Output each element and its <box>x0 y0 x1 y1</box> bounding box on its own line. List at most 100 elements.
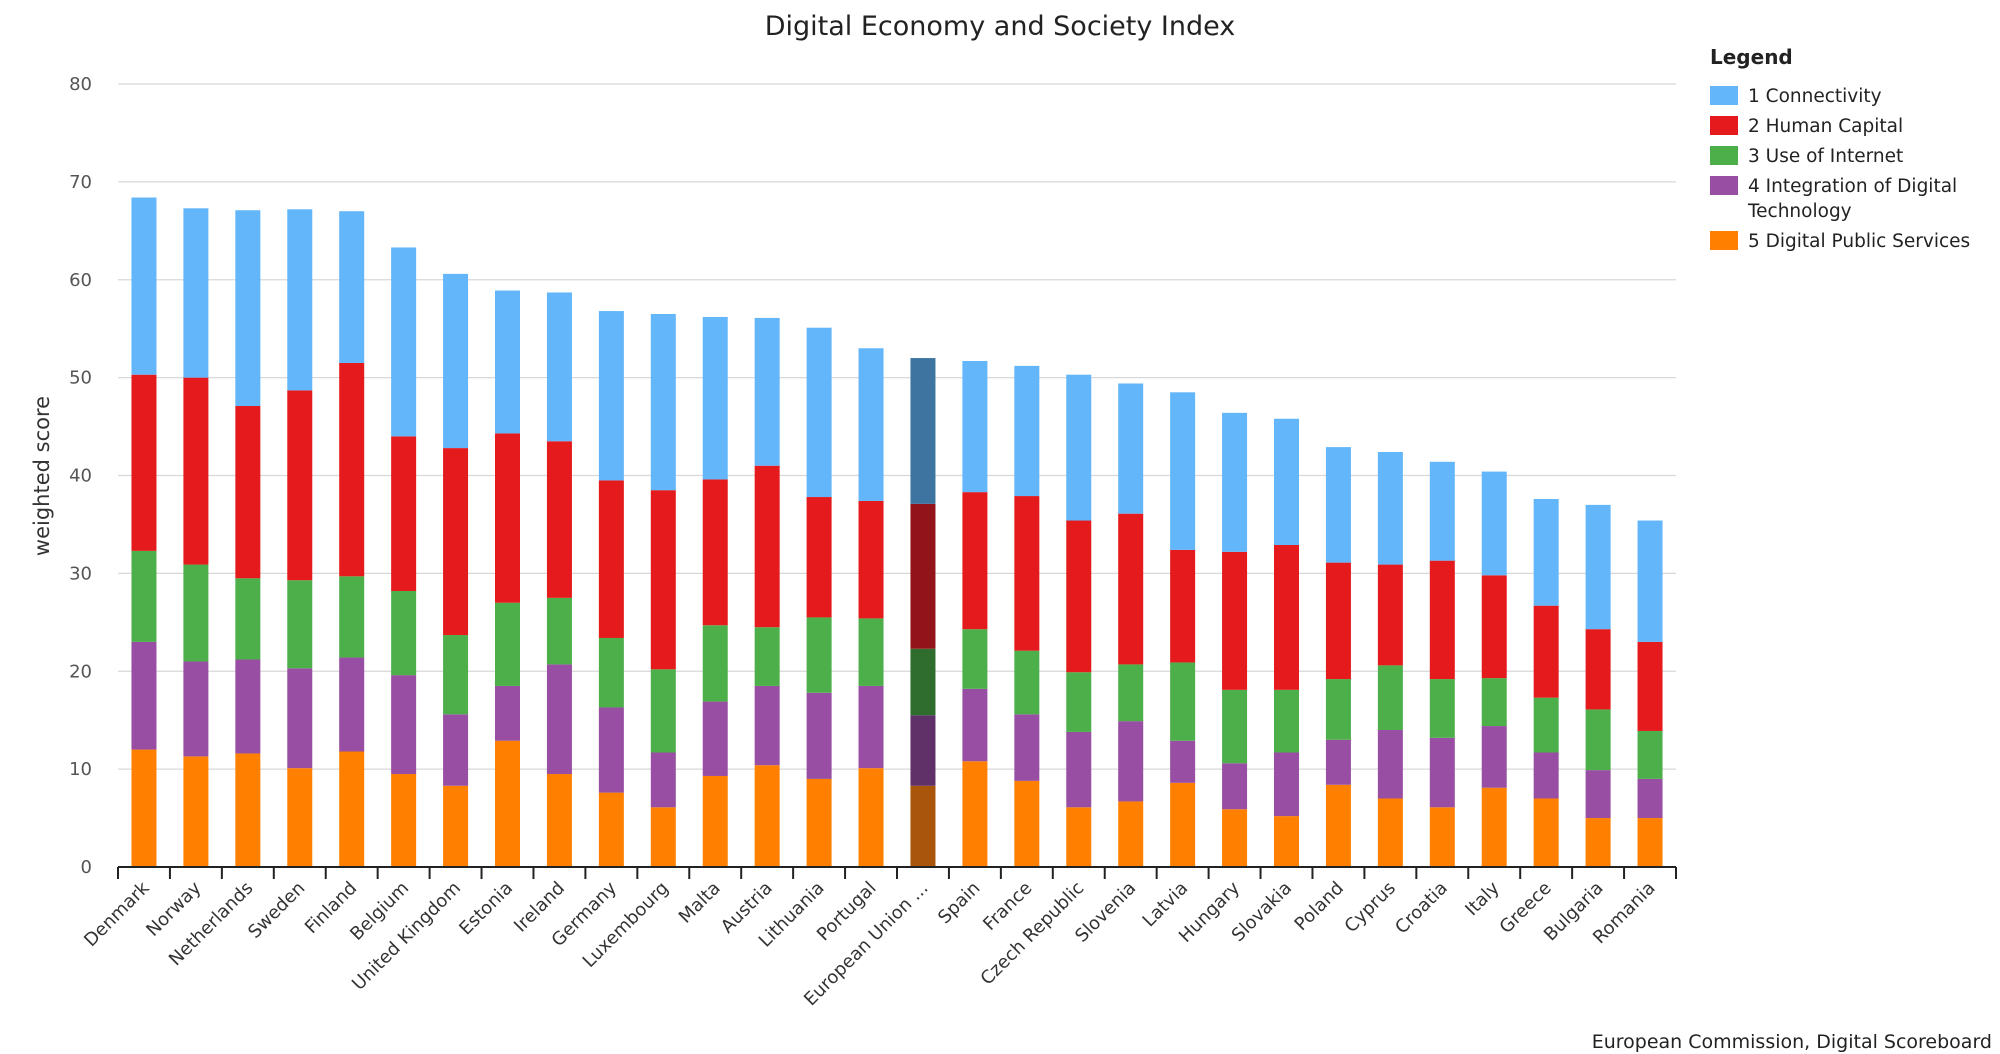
bar-segment[interactable] <box>443 714 469 786</box>
bar-segment[interactable] <box>339 751 365 867</box>
bar-segment[interactable] <box>1637 730 1663 779</box>
bar-segment[interactable] <box>1118 801 1144 867</box>
bar-segment[interactable] <box>598 311 624 481</box>
bar-segment[interactable] <box>1014 780 1040 867</box>
bar-segment[interactable] <box>1637 641 1663 731</box>
bar-segment[interactable] <box>235 406 261 579</box>
bar-segment[interactable] <box>754 465 780 628</box>
bar-segment[interactable] <box>1585 709 1611 771</box>
bar-segment[interactable] <box>131 197 157 375</box>
bar-segment[interactable] <box>495 290 520 434</box>
bar-segment[interactable] <box>391 436 417 591</box>
bar-segment[interactable] <box>131 749 157 867</box>
bar-segment[interactable] <box>702 316 728 480</box>
bar-segment[interactable] <box>287 209 313 391</box>
bar-segment[interactable] <box>702 625 728 702</box>
bar-segment[interactable] <box>1274 544 1299 690</box>
bar-segment[interactable] <box>1533 605 1559 698</box>
bar-segment[interactable] <box>131 374 157 551</box>
bar-segment[interactable] <box>806 327 832 498</box>
bar-segment[interactable] <box>598 480 624 638</box>
bar-segment[interactable] <box>1637 520 1663 642</box>
bar-segment[interactable] <box>1585 770 1611 819</box>
bar-segment[interactable] <box>754 685 780 766</box>
bar-segment[interactable] <box>1222 689 1248 764</box>
bar-segment[interactable] <box>546 441 572 598</box>
bar-segment[interactable] <box>443 635 469 715</box>
bar-segment[interactable] <box>1429 560 1455 680</box>
bar-segment[interactable] <box>1170 392 1196 550</box>
bar-segment[interactable] <box>754 765 780 867</box>
bar-segment[interactable] <box>650 807 676 867</box>
bar-segment[interactable] <box>1222 809 1248 867</box>
bar-segment[interactable] <box>806 497 832 618</box>
bar-segment[interactable] <box>1170 782 1196 867</box>
bar-segment[interactable] <box>1533 498 1559 606</box>
bar-segment[interactable] <box>1014 496 1040 651</box>
bar-segment[interactable] <box>858 618 884 686</box>
bar-segment[interactable] <box>183 377 209 565</box>
bar-segment[interactable] <box>1377 665 1403 730</box>
bar-segment[interactable] <box>754 317 780 466</box>
bar-segment[interactable] <box>1274 816 1299 867</box>
bar-segment[interactable] <box>1585 818 1611 867</box>
bar-segment[interactable] <box>754 627 780 686</box>
bar-segment[interactable] <box>495 433 520 603</box>
bar-segment[interactable] <box>287 580 313 669</box>
bar-segment[interactable] <box>235 210 261 407</box>
bar-segment[interactable] <box>546 597 572 665</box>
bar-segment[interactable] <box>1481 678 1507 727</box>
bar-segment[interactable] <box>1429 679 1455 738</box>
bar-segment[interactable] <box>1481 787 1507 867</box>
bar-segment[interactable] <box>495 602 520 686</box>
bar-segment[interactable] <box>1377 798 1403 867</box>
bar-segment[interactable] <box>546 292 572 442</box>
bar-segment[interactable] <box>1118 664 1144 722</box>
bar-segment[interactable] <box>1014 650 1040 715</box>
bar-segment[interactable] <box>858 348 884 501</box>
bar-segment[interactable] <box>1066 731 1092 808</box>
bar-segment[interactable] <box>1377 564 1403 666</box>
bar-segment[interactable] <box>1170 549 1196 663</box>
bar-segment[interactable] <box>650 314 676 491</box>
bar-segment[interactable] <box>650 752 676 808</box>
bar-segment[interactable] <box>1118 513 1144 665</box>
bar-segment[interactable] <box>910 715 936 786</box>
bar-segment[interactable] <box>443 273 469 449</box>
bar-segment[interactable] <box>391 590 417 676</box>
bar-segment[interactable] <box>391 774 417 867</box>
bar-segment[interactable] <box>1533 697 1559 753</box>
bar-segment[interactable] <box>235 578 261 660</box>
bar-segment[interactable] <box>183 661 209 757</box>
bar-segment[interactable] <box>1585 629 1611 710</box>
bar-segment[interactable] <box>910 648 936 716</box>
bar-segment[interactable] <box>443 448 469 636</box>
bar-segment[interactable] <box>235 753 261 867</box>
bar-segment[interactable] <box>910 358 936 504</box>
bar-segment[interactable] <box>1325 679 1351 740</box>
bar-segment[interactable] <box>287 668 313 769</box>
bar-segment[interactable] <box>806 778 832 867</box>
bar-segment[interactable] <box>1222 551 1248 690</box>
bar-segment[interactable] <box>1274 418 1299 545</box>
bar-segment[interactable] <box>962 360 988 493</box>
bar-segment[interactable] <box>495 685 520 741</box>
bar-segment[interactable] <box>1429 461 1455 561</box>
bar-segment[interactable] <box>598 637 624 708</box>
bar-segment[interactable] <box>910 503 936 649</box>
bar-segment[interactable] <box>1066 672 1092 732</box>
bar-segment[interactable] <box>962 629 988 689</box>
bar-segment[interactable] <box>339 657 365 752</box>
bar-segment[interactable] <box>910 785 936 867</box>
bar-segment[interactable] <box>1481 726 1507 788</box>
bar-segment[interactable] <box>339 362 365 577</box>
bar-segment[interactable] <box>339 211 365 363</box>
bar-segment[interactable] <box>806 692 832 779</box>
bar-segment[interactable] <box>806 617 832 693</box>
bar-segment[interactable] <box>1014 365 1040 497</box>
bar-segment[interactable] <box>962 688 988 762</box>
bar-segment[interactable] <box>1222 763 1248 810</box>
bar-segment[interactable] <box>1325 562 1351 680</box>
bar-segment[interactable] <box>598 707 624 793</box>
bar-segment[interactable] <box>1637 778 1663 819</box>
